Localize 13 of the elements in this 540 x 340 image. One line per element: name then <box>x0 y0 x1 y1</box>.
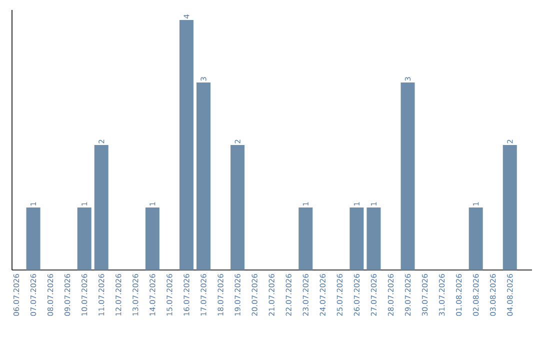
bar <box>502 144 517 270</box>
bar <box>230 144 245 270</box>
bar <box>400 82 415 270</box>
bar <box>298 208 313 270</box>
bar <box>145 208 160 270</box>
bar <box>179 20 194 270</box>
bar <box>94 144 108 270</box>
bar <box>366 208 381 270</box>
bar <box>350 208 364 270</box>
bar <box>77 208 92 270</box>
bar <box>468 208 483 270</box>
bar <box>26 208 40 270</box>
bar <box>196 82 210 270</box>
